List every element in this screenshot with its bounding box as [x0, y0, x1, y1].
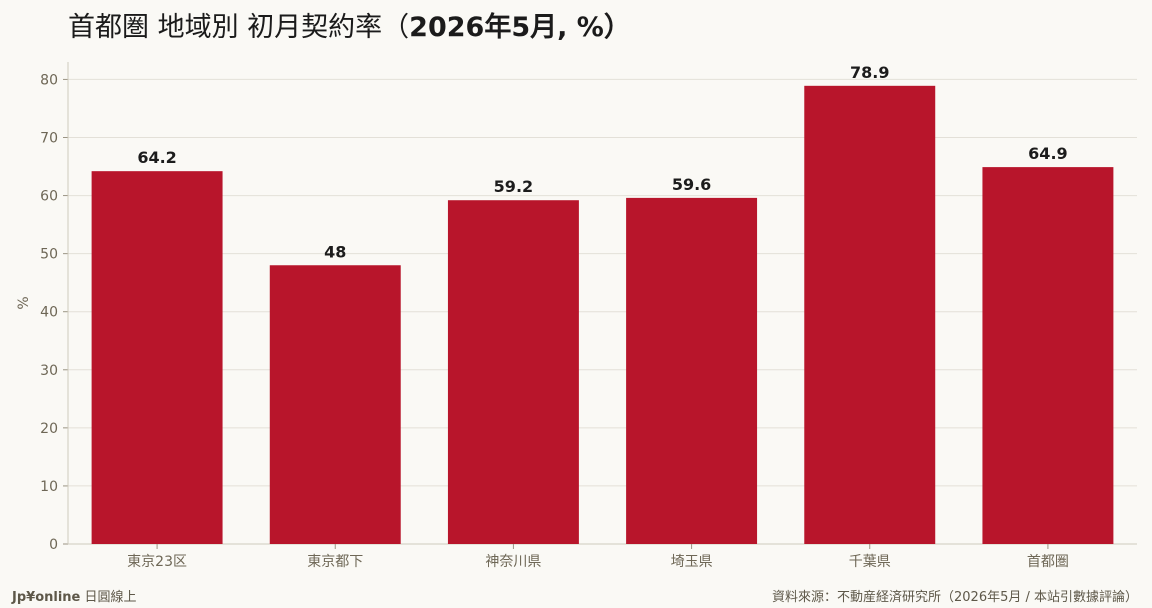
y-tick-label: 70: [40, 130, 58, 146]
x-tick-label: 東京都下: [307, 554, 363, 570]
chart-title: 首都圏 地域別 初月契約率（2026年5月, %）: [68, 8, 631, 48]
y-tick-label: 0: [49, 537, 58, 553]
bar: [982, 167, 1114, 544]
y-tick-label: 20: [40, 421, 58, 437]
footer-brand: Jp¥online 日圓線上: [12, 586, 137, 605]
bar: [804, 85, 936, 545]
source-note: 資料來源：不動産経済研究所（2026年5月 / 本站引數據評論）: [772, 590, 1138, 605]
bar: [626, 197, 758, 544]
data-label: 59.6: [672, 175, 711, 194]
data-label: 48: [324, 242, 346, 261]
x-tick-label: 東京23区: [127, 554, 187, 570]
chart-title-date: 2026年5月: [409, 12, 558, 43]
data-label: 64.9: [1028, 144, 1067, 163]
brand-name: Jp¥online: [12, 590, 81, 605]
y-axis-label: %: [16, 296, 32, 309]
x-tick-label: 千葉県: [849, 554, 891, 570]
bar: [91, 171, 223, 544]
y-tick-label: 30: [40, 363, 58, 379]
y-tick-label: 50: [40, 247, 58, 263]
chart-title-prefix: 首都圏 地域別 初月契約率（: [68, 12, 410, 43]
bar: [269, 265, 401, 544]
x-tick-label: 首都圏: [1027, 554, 1069, 570]
brand-tagline: 日圓線上: [84, 590, 137, 605]
chart-title-suffix: , %）: [557, 12, 631, 43]
y-tick-label: 40: [40, 305, 58, 321]
data-label: 78.9: [850, 63, 889, 82]
data-label: 64.2: [137, 148, 176, 167]
y-tick-label: 80: [40, 72, 58, 88]
y-tick-label: 60: [40, 189, 58, 205]
bar: [447, 200, 579, 545]
y-tick-label: 10: [40, 479, 58, 495]
x-tick-label: 神奈川県: [485, 554, 541, 570]
data-label: 59.2: [494, 177, 533, 196]
x-tick-label: 埼玉県: [671, 554, 713, 570]
